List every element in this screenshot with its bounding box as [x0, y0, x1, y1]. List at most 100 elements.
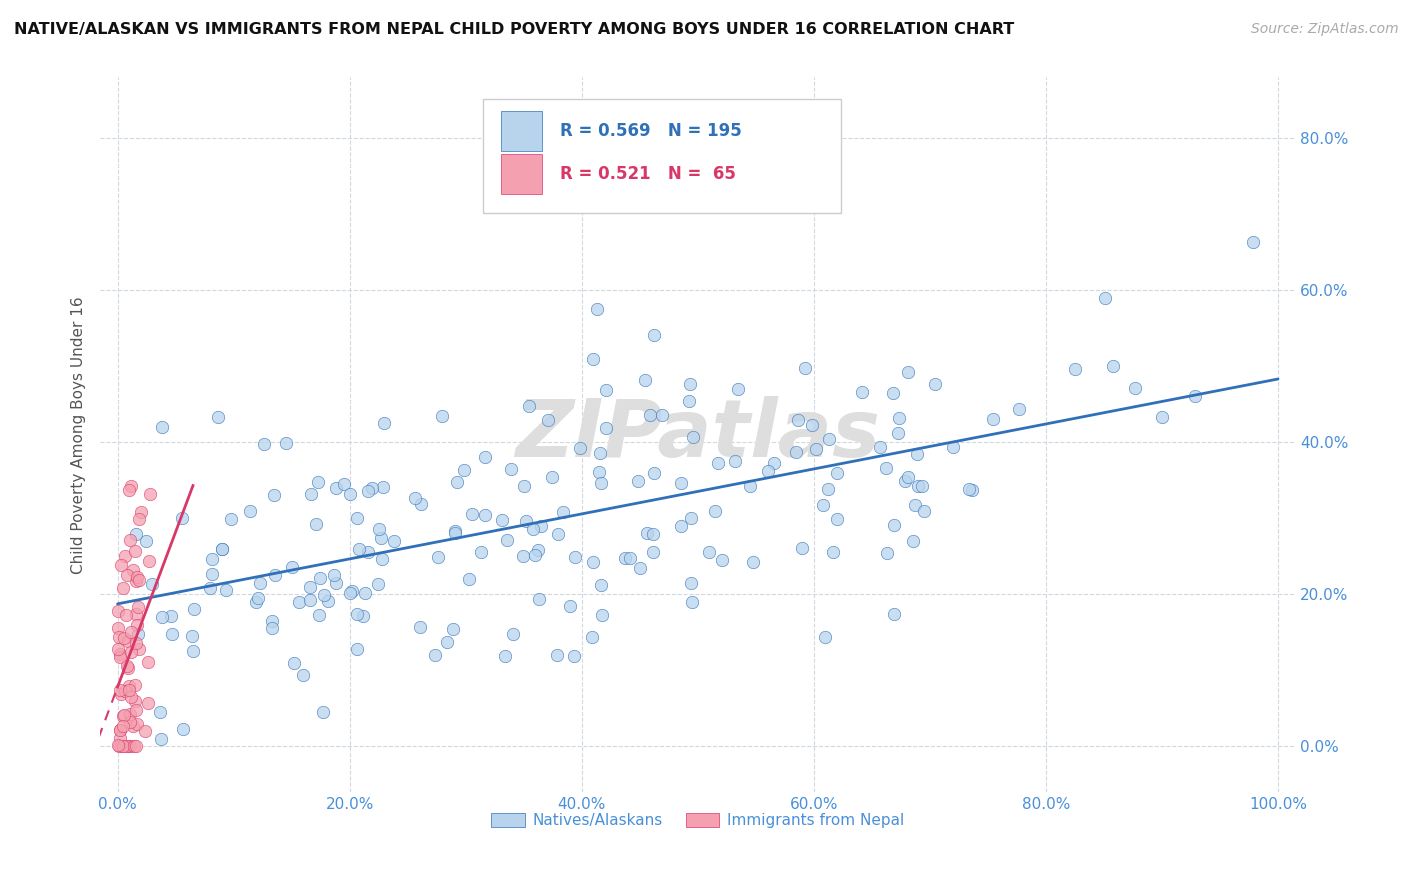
Point	[981, 412, 1004, 426]
Point	[325, 481, 347, 495]
Point	[160, 627, 183, 641]
Point	[221, 511, 243, 525]
Point	[1184, 389, 1206, 403]
Point	[541, 470, 564, 484]
Point	[283, 656, 305, 670]
Text: NATIVE/ALASKAN VS IMMIGRANTS FROM NEPAL CHILD POVERTY AMONG BOYS UNDER 16 CORREL: NATIVE/ALASKAN VS IMMIGRANTS FROM NEPAL …	[14, 22, 1014, 37]
Point	[136, 697, 159, 711]
Point	[651, 408, 673, 422]
Point	[108, 630, 131, 644]
Point	[491, 513, 513, 527]
Point	[627, 474, 650, 488]
Point	[118, 483, 141, 497]
Point	[339, 586, 361, 600]
Point	[249, 576, 271, 591]
Point	[517, 400, 540, 414]
Point	[568, 441, 591, 455]
Point	[183, 602, 205, 616]
Point	[589, 446, 612, 460]
Point	[112, 709, 135, 723]
Point	[869, 440, 891, 454]
Point	[494, 648, 516, 663]
Point	[115, 607, 138, 622]
Point	[353, 586, 375, 600]
Point	[276, 435, 298, 450]
Point	[515, 514, 537, 528]
Point	[115, 568, 138, 582]
Point	[108, 723, 131, 737]
Point	[325, 575, 347, 590]
Point	[108, 682, 131, 697]
Point	[697, 545, 720, 559]
Point	[1241, 235, 1264, 249]
Point	[883, 518, 905, 533]
Point	[346, 641, 368, 656]
Point	[1150, 409, 1173, 424]
Point	[474, 508, 496, 522]
Point	[127, 570, 149, 584]
Point	[339, 487, 361, 501]
Point	[499, 462, 522, 476]
Point	[264, 568, 287, 582]
Point	[115, 739, 138, 754]
Point	[181, 629, 204, 643]
Point	[588, 465, 610, 479]
Point	[346, 511, 368, 525]
Point	[110, 558, 132, 573]
Point	[887, 410, 910, 425]
Point	[128, 512, 150, 526]
Point	[107, 621, 129, 635]
Point	[818, 432, 841, 446]
Point	[382, 534, 405, 549]
Point	[430, 409, 453, 423]
Point	[245, 595, 267, 609]
Point	[706, 456, 728, 470]
Point	[558, 599, 581, 613]
Point	[308, 475, 330, 489]
Point	[299, 487, 322, 501]
Point	[150, 419, 173, 434]
Point	[453, 463, 475, 477]
Point	[110, 739, 132, 754]
Point	[681, 511, 703, 525]
Point	[122, 564, 145, 578]
Point	[211, 541, 233, 556]
Point	[111, 719, 134, 733]
Point	[127, 599, 149, 614]
Point	[901, 534, 924, 549]
Point	[562, 649, 585, 664]
Point	[823, 545, 845, 559]
Point	[461, 507, 484, 521]
Point	[814, 630, 837, 644]
Point	[139, 487, 162, 501]
Point	[253, 437, 276, 451]
Point	[679, 376, 702, 391]
FancyBboxPatch shape	[501, 112, 543, 151]
Point	[215, 583, 238, 598]
Point	[470, 545, 492, 559]
Point	[512, 549, 534, 563]
Point	[643, 327, 665, 342]
Point	[291, 668, 314, 682]
Point	[247, 591, 270, 606]
Point	[112, 708, 135, 723]
Point	[183, 644, 205, 658]
Point	[443, 524, 465, 538]
Point	[446, 475, 468, 489]
Point	[628, 561, 651, 575]
Point	[727, 382, 749, 396]
Text: Source: ZipAtlas.com: Source: ZipAtlas.com	[1251, 22, 1399, 37]
Point	[409, 620, 432, 634]
Point	[124, 694, 146, 708]
Point	[122, 739, 145, 754]
Point	[124, 678, 146, 692]
Point	[537, 413, 560, 427]
Point	[124, 544, 146, 558]
Text: R = 0.569   N = 195: R = 0.569 N = 195	[561, 122, 742, 140]
Point	[370, 531, 392, 545]
Point	[118, 680, 141, 694]
Point	[159, 608, 181, 623]
Point	[298, 593, 321, 607]
Point	[134, 724, 156, 739]
Point	[108, 723, 131, 737]
